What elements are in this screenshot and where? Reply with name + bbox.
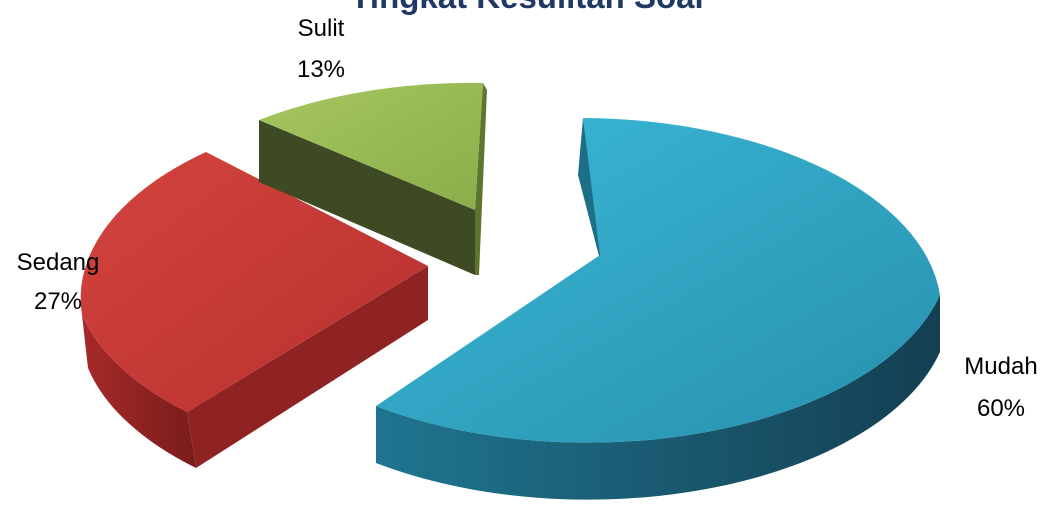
slice-mudah-top (376, 118, 940, 443)
slice-sulit (259, 82, 487, 275)
slice-sedang (80, 152, 428, 468)
slice-sulit-wall (259, 120, 475, 275)
label-sulit-name: Sulit (298, 15, 345, 42)
label-mudah-name: Mudah (964, 353, 1037, 380)
slice-sedang-wall (187, 266, 428, 468)
label-sedang-name: Sedang (17, 249, 100, 276)
slice-sulit-top (259, 82, 483, 210)
slice-sulit-side-right (475, 83, 487, 275)
slice-mudah (376, 118, 940, 500)
slice-mudah-side (376, 295, 940, 500)
slice-sedang-side (82, 315, 196, 468)
label-sulit-percent: 13% (297, 56, 345, 83)
label-mudah-percent: 60% (977, 395, 1025, 422)
label-sedang-percent: 27% (34, 288, 82, 315)
chart-title: Tingkat Kesulitan Soal (350, 0, 703, 15)
slice-sedang-top (80, 152, 428, 412)
